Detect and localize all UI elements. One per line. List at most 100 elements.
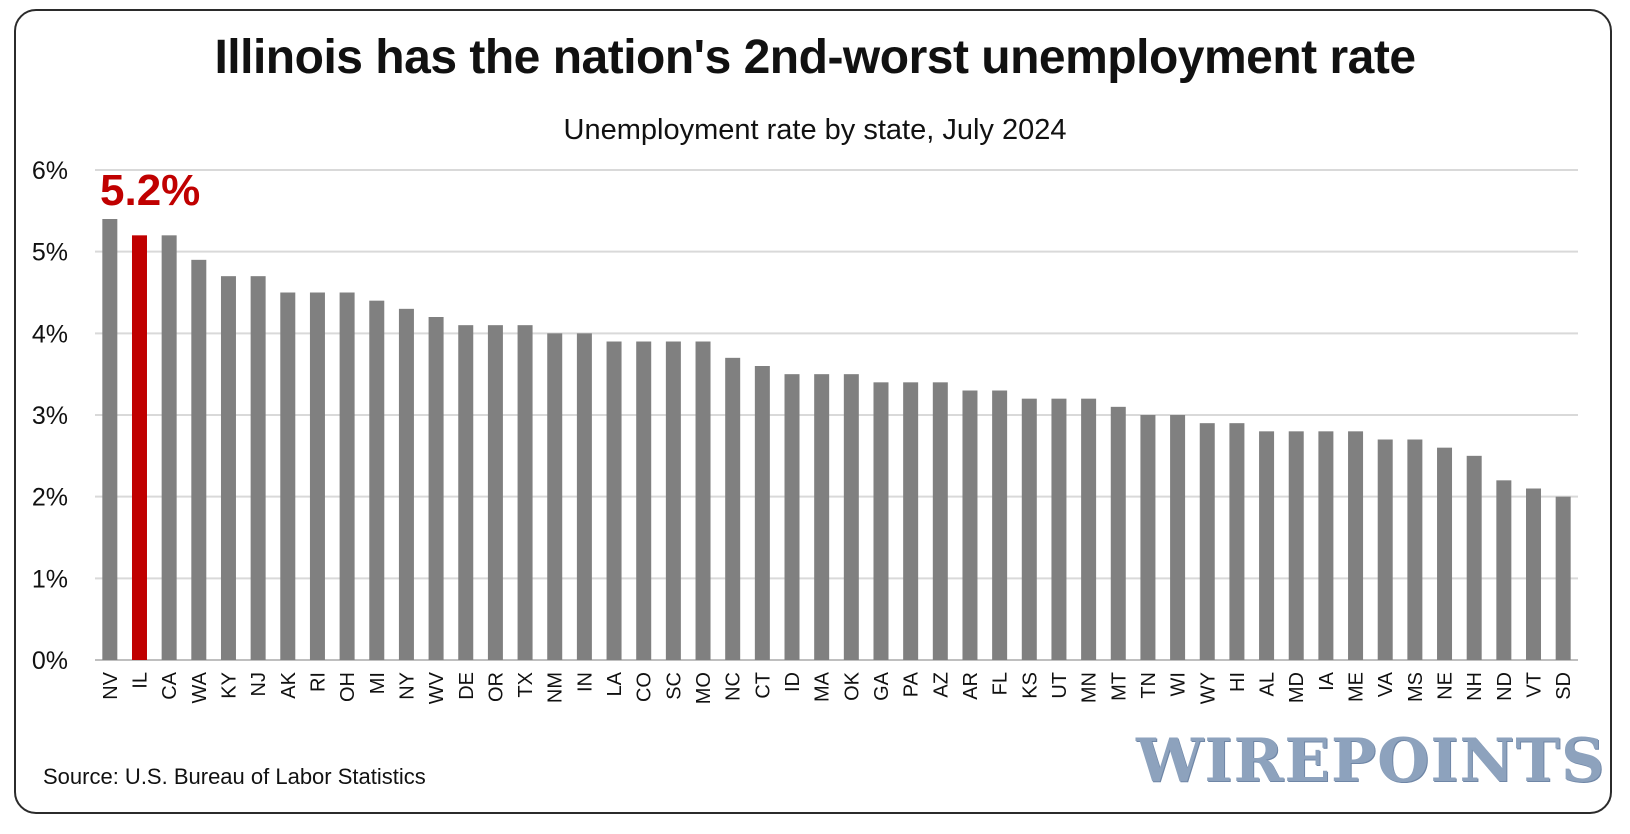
y-tick-label: 6% xyxy=(32,157,68,185)
bar-highlight xyxy=(131,235,147,661)
x-tick-label: SC xyxy=(663,672,685,700)
x-tick-label: NV xyxy=(100,671,122,699)
x-tick-label: OR xyxy=(485,672,507,702)
bar xyxy=(903,382,919,660)
bar xyxy=(1021,398,1037,660)
bar xyxy=(102,219,118,660)
bar xyxy=(1170,415,1186,660)
x-tick-label: MI xyxy=(367,672,389,694)
x-tick-label: VT xyxy=(1524,672,1546,698)
bar xyxy=(191,259,207,660)
x-tick-label: MO xyxy=(693,672,715,704)
x-tick-label: KY xyxy=(218,672,240,699)
bar xyxy=(1051,398,1067,660)
bar xyxy=(1229,423,1245,660)
x-tick-label: SD xyxy=(1553,672,1575,700)
x-tick-label: DE xyxy=(456,672,478,700)
bar xyxy=(1081,398,1097,660)
chart-subtitle: Unemployment rate by state, July 2024 xyxy=(563,114,1067,146)
y-tick-label: 3% xyxy=(32,402,68,430)
bar xyxy=(1466,455,1482,660)
bar xyxy=(487,325,503,660)
bar xyxy=(1407,439,1423,660)
x-tick-label: WI xyxy=(1168,672,1190,696)
x-tick-label: NY xyxy=(396,672,418,700)
x-tick-label: GA xyxy=(871,671,893,701)
bar xyxy=(814,374,830,660)
x-tick-label: HI xyxy=(1227,672,1249,692)
bar xyxy=(161,235,177,661)
y-tick-label: 5% xyxy=(32,239,68,267)
x-tick-label: CA xyxy=(159,671,181,699)
bar xyxy=(636,341,652,660)
highlight-data-label: 5.2% xyxy=(100,166,200,215)
bar xyxy=(369,300,385,660)
bar xyxy=(309,292,325,660)
x-tick-label: TX xyxy=(515,672,537,698)
chart-title: Illinois has the nation's 2nd-worst unem… xyxy=(214,31,1416,84)
bar xyxy=(576,333,592,660)
x-tick-label: ME xyxy=(1346,672,1368,702)
x-tick-label: CT xyxy=(752,672,774,699)
y-tick-label: 1% xyxy=(32,565,68,593)
x-tick-label: ID xyxy=(782,672,804,692)
bar xyxy=(1437,447,1453,660)
x-tick-label: MT xyxy=(1108,672,1130,701)
bar xyxy=(873,382,889,660)
bar xyxy=(1140,415,1156,660)
x-tick-label: KS xyxy=(1019,672,1041,699)
bar xyxy=(1555,496,1571,660)
x-tick-label: WV xyxy=(426,671,448,704)
x-tick-label: AR xyxy=(960,672,982,700)
x-tick-label: CO xyxy=(634,672,656,702)
bar xyxy=(992,390,1008,660)
bar xyxy=(606,341,622,660)
bar xyxy=(932,382,948,660)
bar xyxy=(725,357,741,660)
y-tick-label: 2% xyxy=(32,484,68,512)
bar xyxy=(665,341,681,660)
x-tick-label: MN xyxy=(1079,672,1101,703)
bar xyxy=(339,292,355,660)
x-tick-label: LA xyxy=(604,671,626,696)
bar xyxy=(458,325,474,660)
bar xyxy=(220,276,236,660)
bar xyxy=(754,366,770,660)
x-tick-label: ND xyxy=(1494,672,1516,701)
bar xyxy=(428,317,444,660)
x-tick-label: AK xyxy=(278,671,300,698)
x-tick-label: MD xyxy=(1286,672,1308,703)
bar xyxy=(843,374,859,660)
y-tick-label: 4% xyxy=(32,320,68,348)
x-tick-label: NM xyxy=(545,672,567,703)
y-tick-label: 0% xyxy=(32,647,68,675)
x-tick-label: RI xyxy=(307,672,329,692)
x-tick-label: PA xyxy=(901,671,923,697)
x-tick-label: IA xyxy=(1316,671,1338,691)
x-tick-label: NC xyxy=(723,672,745,701)
bar xyxy=(1259,431,1275,660)
x-tick-label: MS xyxy=(1405,672,1427,702)
bar xyxy=(1199,423,1215,660)
x-tick-label: IN xyxy=(574,672,596,692)
bar xyxy=(280,292,296,660)
x-tick-label: NJ xyxy=(248,672,270,696)
x-tick-label: OH xyxy=(337,672,359,702)
bar xyxy=(1318,431,1334,660)
x-tick-label: VA xyxy=(1375,671,1397,697)
bar xyxy=(547,333,563,660)
bar xyxy=(517,325,533,660)
bar xyxy=(1496,480,1512,660)
x-tick-label: TN xyxy=(1138,672,1160,699)
bar xyxy=(962,390,978,660)
bar xyxy=(1377,439,1393,660)
x-tick-label: OK xyxy=(841,671,863,701)
x-tick-label: FL xyxy=(990,672,1012,695)
brand-logo: WIREPOINTS xyxy=(1136,726,1606,796)
bar xyxy=(1526,488,1542,660)
x-tick-label: WY xyxy=(1197,672,1219,704)
x-tick-label: IL xyxy=(129,672,151,689)
bar xyxy=(1110,406,1126,660)
bar xyxy=(784,374,800,660)
